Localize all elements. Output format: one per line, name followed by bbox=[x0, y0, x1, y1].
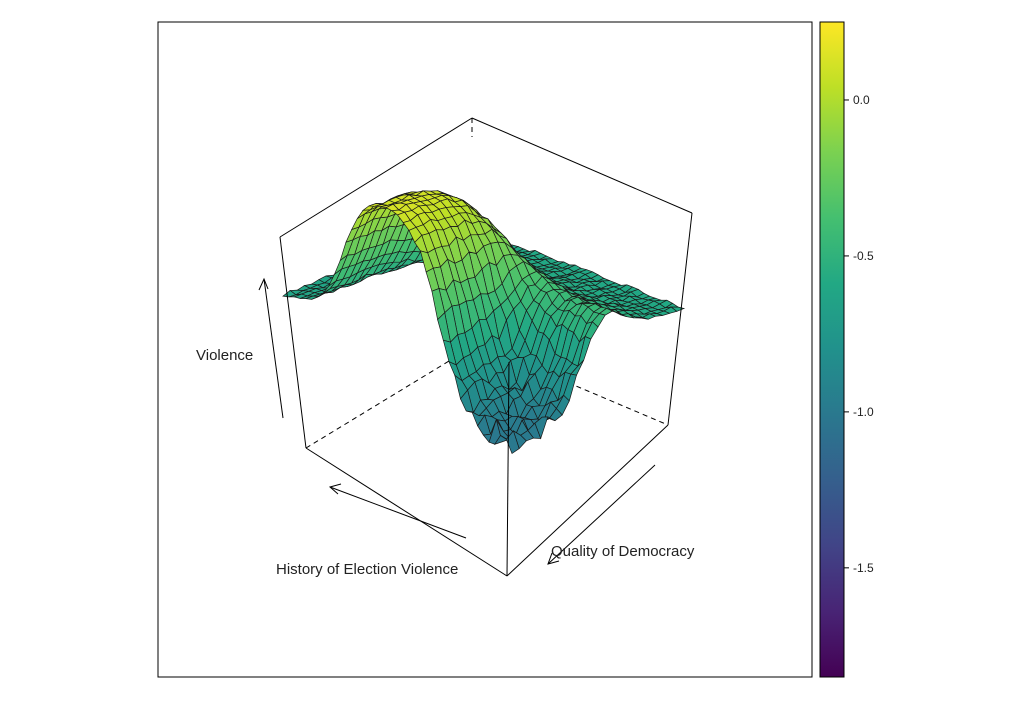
y-axis-arrow bbox=[547, 464, 656, 565]
z-axis-label: Violence bbox=[196, 347, 253, 364]
colorbar-tick-label: -1.5 bbox=[853, 561, 874, 575]
x-axis-label: History of Election Violence bbox=[276, 561, 458, 578]
colorbar bbox=[819, 21, 845, 678]
x-axis-arrow bbox=[328, 483, 467, 539]
surface-mesh bbox=[282, 190, 686, 455]
z-axis-arrow bbox=[258, 277, 284, 419]
colorbar-tick-label: 0.0 bbox=[853, 93, 870, 107]
y-axis-label: Quality of Democracy bbox=[551, 543, 695, 560]
surface-facet bbox=[505, 430, 520, 455]
plot-frame bbox=[157, 21, 813, 678]
colorbar-tick-label: -1.0 bbox=[853, 405, 874, 419]
box-visible-edges bbox=[279, 117, 693, 577]
colorbar-tick-label: -0.5 bbox=[853, 249, 874, 263]
colorbar-ticks: 0.0 -0.5 -1.0 -1.5 bbox=[844, 93, 874, 575]
